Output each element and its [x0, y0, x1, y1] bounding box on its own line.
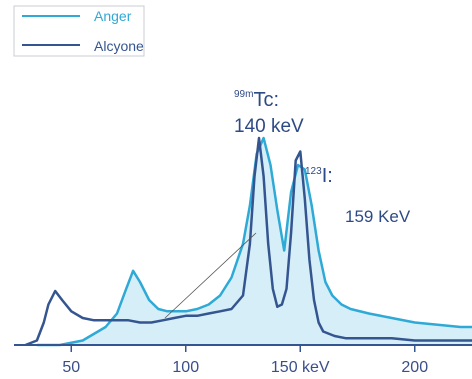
series-alcyone-line	[25, 136, 472, 347]
legend-box	[13, 5, 145, 57]
annotation-tc-label: 99mTc:	[234, 89, 279, 111]
annotation-tc-text: Tc:	[253, 89, 279, 111]
legend-label-alcyone: Alcyone	[94, 38, 144, 54]
legend-label-anger: Anger	[94, 8, 132, 24]
x-tick-label: 100	[172, 359, 199, 376]
annotation-i-super: 123	[305, 166, 322, 177]
guide-line	[164, 232, 257, 319]
annotation-i: 123I: 159 KeV	[305, 165, 411, 226]
annotation-i-energy: 159 KeV	[345, 207, 411, 226]
annotation-tc-energy: 140 keV	[234, 116, 304, 137]
x-ticks: 50 100 150 keV 200	[62, 345, 428, 376]
legend: Anger Alcyone	[13, 5, 145, 57]
x-tick-label: 200	[401, 359, 428, 376]
annotation-tc-super: 99m	[234, 89, 253, 100]
x-tick-label: 50	[62, 359, 80, 376]
annotation-i-label: 123I:	[305, 165, 333, 187]
annotation-tc: 99mTc: 140 keV	[234, 89, 304, 137]
x-tick-label: 150 keV	[271, 359, 330, 376]
annotation-i-text: I:	[322, 165, 333, 187]
